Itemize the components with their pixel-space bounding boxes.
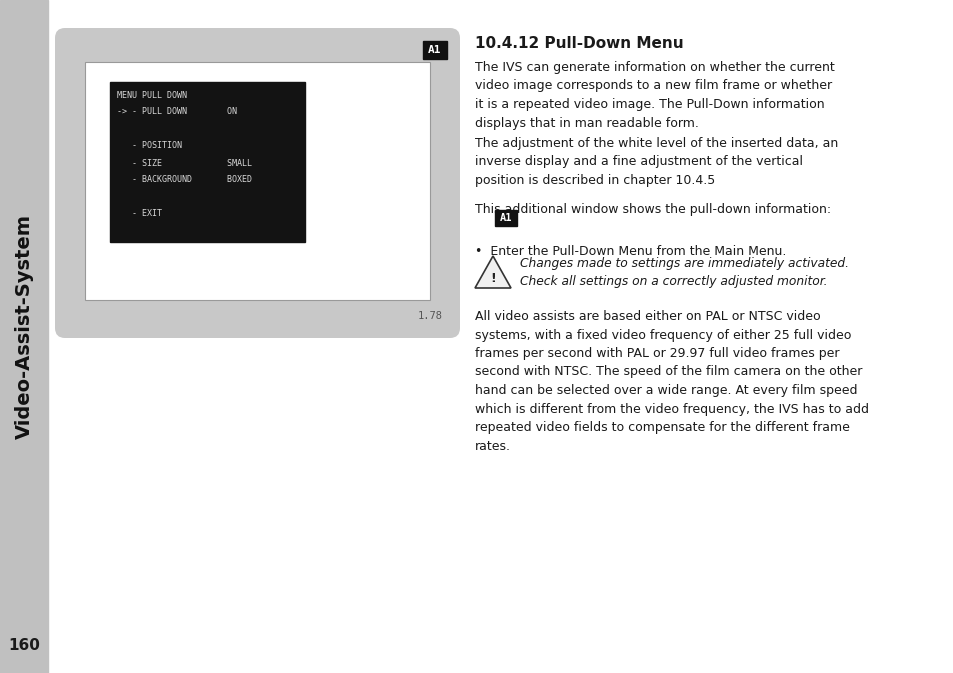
Text: MENU PULL DOWN: MENU PULL DOWN [117, 90, 187, 100]
Bar [422, 41, 447, 59]
Text: A1: A1 [499, 213, 512, 223]
Text: A1: A1 [428, 45, 441, 55]
Text: The adjustment of the white level of the inserted data, an
inverse display and a: The adjustment of the white level of the… [475, 137, 838, 187]
Text: This additional window shows the pull-down information:: This additional window shows the pull-do… [475, 203, 830, 216]
FancyBboxPatch shape [55, 28, 459, 338]
Text: - SIZE             SMALL: - SIZE SMALL [117, 159, 252, 168]
Text: Changes made to settings are immediately activated.
Check all settings on a corr: Changes made to settings are immediately… [519, 257, 848, 289]
Text: -> - PULL DOWN        ON: -> - PULL DOWN ON [117, 108, 236, 116]
Text: !: ! [490, 271, 496, 285]
Text: - POSITION: - POSITION [117, 141, 182, 151]
Text: 160: 160 [8, 637, 40, 653]
Text: 10.4.12 Pull-Down Menu: 10.4.12 Pull-Down Menu [475, 36, 683, 51]
Bar [495, 210, 517, 226]
Text: 1.78: 1.78 [417, 311, 442, 321]
Text: - BACKGROUND       BOXED: - BACKGROUND BOXED [117, 176, 252, 184]
Text: •  Enter the Pull-Down Menu from the Main Menu.: • Enter the Pull-Down Menu from the Main… [475, 245, 785, 258]
Bar [85, 62, 430, 300]
Text: All video assists are based either on PAL or NTSC video
systems, with a fixed vi: All video assists are based either on PA… [475, 310, 868, 452]
Text: The IVS can generate information on whether the current
video image corresponds : The IVS can generate information on whet… [475, 61, 834, 129]
Text: - EXIT: - EXIT [117, 209, 162, 219]
Text: Video-Assist-System: Video-Assist-System [14, 214, 33, 439]
Polygon shape [475, 256, 511, 288]
Bar [110, 82, 305, 242]
Bar [0, 0, 48, 673]
